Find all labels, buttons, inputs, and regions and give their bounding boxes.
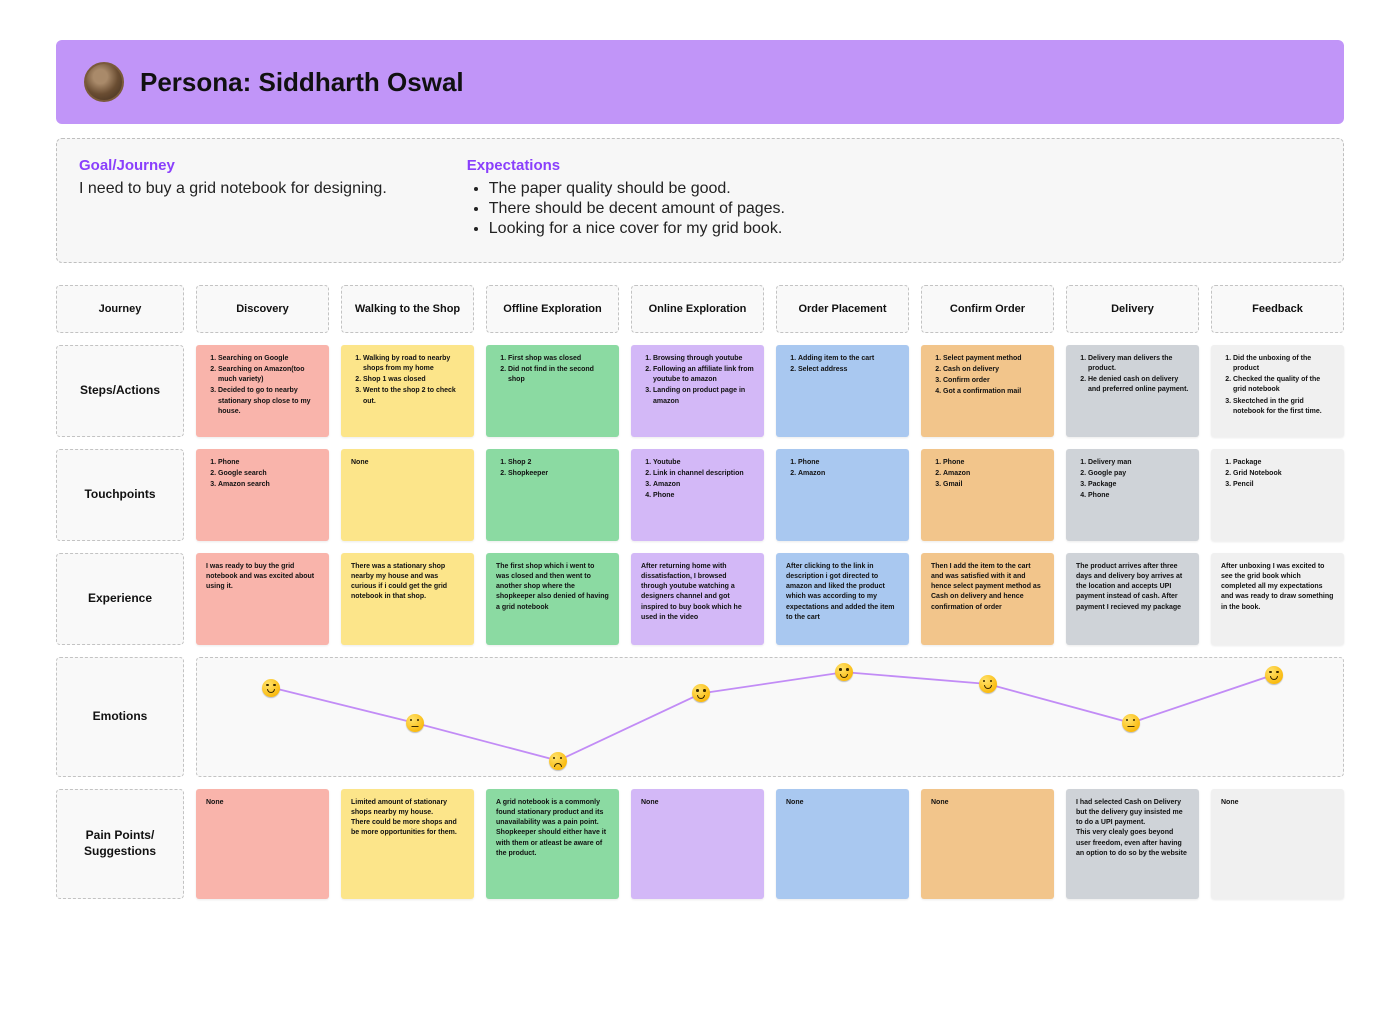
journey-label-cell: Journey bbox=[56, 285, 184, 333]
pain-card: None bbox=[1211, 789, 1344, 899]
steps-card: Select payment methodCash on deliveryCon… bbox=[921, 345, 1054, 437]
goal-text: I need to buy a grid notebook for design… bbox=[79, 180, 387, 198]
experience-card: The product arrives after three days and… bbox=[1066, 553, 1199, 645]
emotion-node bbox=[835, 663, 853, 681]
emotions-row-label: Emotions bbox=[56, 657, 184, 777]
stage-header: Online Exploration bbox=[631, 285, 764, 333]
pain-card: None bbox=[776, 789, 909, 899]
pain-card: I had selected Cash on Delivery but the … bbox=[1066, 789, 1199, 899]
touchpoints-card: PhoneAmazon bbox=[776, 449, 909, 541]
touchpoints-card: Shop 2Shopkeeper bbox=[486, 449, 619, 541]
goal-column: Goal/Journey I need to buy a grid notebo… bbox=[79, 157, 387, 240]
experience-card: After returning home with dissatisfactio… bbox=[631, 553, 764, 645]
touchpoints-row-label: Touchpoints bbox=[56, 449, 184, 541]
stage-header: Walking to the Shop bbox=[341, 285, 474, 333]
expectations-item: Looking for a nice cover for my grid boo… bbox=[489, 220, 785, 238]
experience-card: The first shop which i went to was close… bbox=[486, 553, 619, 645]
experience-card: I was ready to buy the grid notebook and… bbox=[196, 553, 329, 645]
journey-map-grid: JourneyDiscoveryWalking to the ShopOffli… bbox=[56, 285, 1344, 899]
pain-card: None bbox=[921, 789, 1054, 899]
emotion-node bbox=[262, 679, 280, 697]
stage-header: Discovery bbox=[196, 285, 329, 333]
steps-card: First shop was closedDid not find in the… bbox=[486, 345, 619, 437]
experience-card: There was a stationary shop nearby my ho… bbox=[341, 553, 474, 645]
steps-card: Searching on GoogleSearching on Amazon(t… bbox=[196, 345, 329, 437]
touchpoints-card: PackageGrid NotebookPencil bbox=[1211, 449, 1344, 541]
touchpoints-card: PhoneAmazonGmail bbox=[921, 449, 1054, 541]
steps-card: Did the unboxing of the productChecked t… bbox=[1211, 345, 1344, 437]
goal-heading: Goal/Journey bbox=[79, 157, 387, 174]
pain-card: None bbox=[631, 789, 764, 899]
steps-card: Delivery man delivers the product.He den… bbox=[1066, 345, 1199, 437]
stage-header: Confirm Order bbox=[921, 285, 1054, 333]
stage-header: Delivery bbox=[1066, 285, 1199, 333]
experience-card: Then I add the item to the cart and was … bbox=[921, 553, 1054, 645]
emotion-node bbox=[692, 684, 710, 702]
steps-card: Browsing through youtubeFollowing an aff… bbox=[631, 345, 764, 437]
emotions-panel bbox=[196, 657, 1344, 777]
experience-card: After clicking to the link in descriptio… bbox=[776, 553, 909, 645]
stage-header: Feedback bbox=[1211, 285, 1344, 333]
emotion-node bbox=[549, 752, 567, 770]
emotion-node bbox=[1265, 666, 1283, 684]
touchpoints-card: None bbox=[341, 449, 474, 541]
expectations-column: Expectations The paper quality should be… bbox=[467, 157, 785, 240]
goal-expectations-panel: Goal/Journey I need to buy a grid notebo… bbox=[56, 138, 1344, 263]
touchpoints-card: Delivery manGoogle payPackagePhone bbox=[1066, 449, 1199, 541]
touchpoints-card: PhoneGoogle searchAmazon search bbox=[196, 449, 329, 541]
persona-title: Persona: Siddharth Oswal bbox=[140, 67, 464, 98]
expectations-item: There should be decent amount of pages. bbox=[489, 200, 785, 218]
persona-header: Persona: Siddharth Oswal bbox=[56, 40, 1344, 124]
avatar bbox=[84, 62, 124, 102]
stage-header: Order Placement bbox=[776, 285, 909, 333]
stage-header: Offline Exploration bbox=[486, 285, 619, 333]
emotion-node bbox=[1122, 714, 1140, 732]
pain-card: Limited amount of stationary shops nearb… bbox=[341, 789, 474, 899]
touchpoints-card: YoutubeLink in channel descriptionAmazon… bbox=[631, 449, 764, 541]
expectations-list: The paper quality should be good. There s… bbox=[467, 180, 785, 238]
emotion-node bbox=[979, 675, 997, 693]
pain-card: None bbox=[196, 789, 329, 899]
pain-card: A grid notebook is a commonly found stat… bbox=[486, 789, 619, 899]
steps-row-label: Steps/Actions bbox=[56, 345, 184, 437]
pain-row-label: Pain Points/Suggestions bbox=[56, 789, 184, 899]
steps-card: Adding item to the cartSelect address bbox=[776, 345, 909, 437]
emotion-node bbox=[406, 714, 424, 732]
experience-card: After unboxing I was excited to see the … bbox=[1211, 553, 1344, 645]
expectations-item: The paper quality should be good. bbox=[489, 180, 785, 198]
expectations-heading: Expectations bbox=[467, 157, 785, 174]
steps-card: Walking by road to nearby shops from my … bbox=[341, 345, 474, 437]
experience-row-label: Experience bbox=[56, 553, 184, 645]
